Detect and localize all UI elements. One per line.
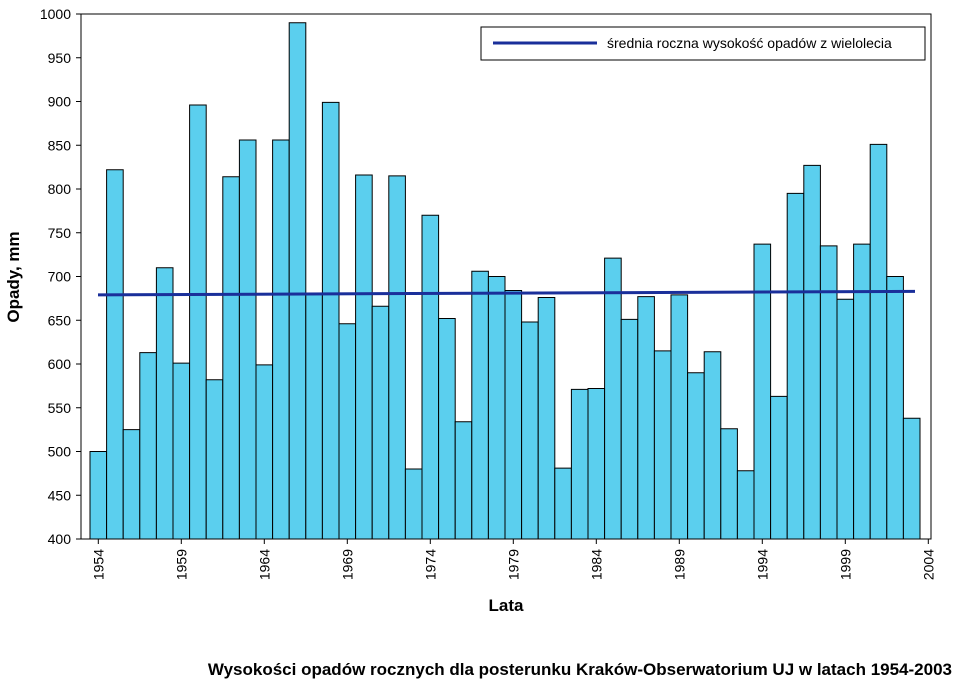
bar-1970	[355, 174, 373, 540]
y-tick-label-950: 950	[48, 50, 72, 66]
bar-1974	[421, 214, 440, 540]
x-axis: 1954 1959 1964 1969 1974 1979 1984 1989 1994 1999…	[90, 539, 936, 580]
bar-1991	[703, 351, 722, 540]
x-tick-label-1964: 1964	[256, 549, 272, 580]
bar-1983	[570, 388, 589, 540]
y-tick-label-550: 550	[48, 400, 72, 416]
bar-1957	[139, 352, 157, 540]
mean-line	[97, 289, 916, 297]
bar-1977	[471, 270, 489, 540]
x-tick-label-1999: 1999	[837, 549, 853, 580]
bar-1956	[122, 429, 141, 540]
legend-label: średnia roczna wysokość opadów z wielole…	[607, 35, 892, 51]
bar-1982	[554, 467, 572, 540]
bar-1993	[736, 470, 755, 540]
bar-1960	[189, 104, 207, 540]
bar-1981	[537, 297, 556, 540]
legend: średnia roczna wysokość opadów z wielole…	[480, 26, 926, 61]
bar-2002	[886, 276, 904, 540]
bar-1969	[338, 323, 357, 540]
x-tick-label-1969: 1969	[339, 549, 355, 580]
y-tick-label-1000: 1000	[40, 6, 71, 22]
bars	[89, 22, 921, 540]
y-tick-label-500: 500	[48, 444, 72, 460]
bar-1984	[587, 388, 606, 540]
x-tick-label-2004: 2004	[920, 549, 936, 580]
bar-1988	[653, 350, 672, 540]
bar-1971	[371, 305, 390, 540]
bar-1973	[404, 468, 423, 540]
y-tick-label-900: 900	[48, 94, 72, 110]
bar-1975	[438, 318, 456, 540]
bar-1964	[255, 364, 274, 540]
bar-1959	[172, 362, 191, 540]
bar-2001	[869, 143, 888, 540]
bar-1966	[288, 22, 307, 540]
x-tick-label-1989: 1989	[671, 549, 687, 580]
y-tick-label-700: 700	[48, 269, 72, 285]
bar-1986	[620, 318, 639, 540]
bar-1996	[786, 192, 805, 540]
bar-1979	[504, 290, 523, 540]
bar-1965	[272, 139, 290, 540]
bar-1967	[305, 293, 323, 540]
bar-1994	[753, 243, 772, 540]
bar-1972	[388, 175, 406, 540]
y-tick-label-800: 800	[48, 181, 72, 197]
bar-1992	[720, 428, 738, 540]
bar-1995	[770, 395, 788, 540]
y-tick-label-850: 850	[48, 137, 72, 153]
bar-1962	[222, 176, 240, 540]
bar-2003	[902, 417, 921, 540]
x-tick-label-1974: 1974	[422, 549, 438, 580]
bar-1987	[637, 296, 655, 540]
x-tick-label-1994: 1994	[754, 549, 770, 580]
x-tick-label-1959: 1959	[173, 549, 189, 580]
y-tick-label-600: 600	[48, 356, 72, 372]
bar-1976	[454, 421, 473, 540]
bar-1968	[321, 101, 340, 540]
bar-1954	[89, 451, 108, 540]
y-tick-label-450: 450	[48, 487, 72, 503]
y-axis: 400 450 500 550 600 650 700 750 800 850 900 950 1000	[40, 6, 81, 547]
y-tick-label-400: 400	[48, 531, 72, 547]
figure-caption: Wysokości opadów rocznych dla posterunku…	[207, 660, 952, 679]
bar-1958	[155, 267, 174, 540]
bar-1997	[803, 164, 821, 540]
x-tick-label-1979: 1979	[505, 549, 521, 580]
y-axis-title: Opady, mm	[4, 231, 23, 322]
bar-1955	[106, 169, 124, 540]
y-tick-label-750: 750	[48, 225, 72, 241]
x-tick-label-1954: 1954	[90, 549, 106, 580]
bar-1989	[670, 294, 689, 540]
bar-1999	[836, 298, 855, 540]
bar-1990	[687, 372, 705, 540]
y-tick-label-650: 650	[48, 312, 72, 328]
bar-1961	[205, 379, 224, 540]
bar-2000	[853, 243, 871, 540]
bar-1963	[238, 139, 257, 540]
bar-1985	[604, 257, 622, 540]
bar-1998	[819, 245, 838, 540]
x-axis-title: Lata	[489, 596, 525, 615]
bar-1980	[521, 321, 539, 540]
x-tick-label-1984: 1984	[588, 549, 604, 580]
bar-1978	[487, 276, 506, 540]
